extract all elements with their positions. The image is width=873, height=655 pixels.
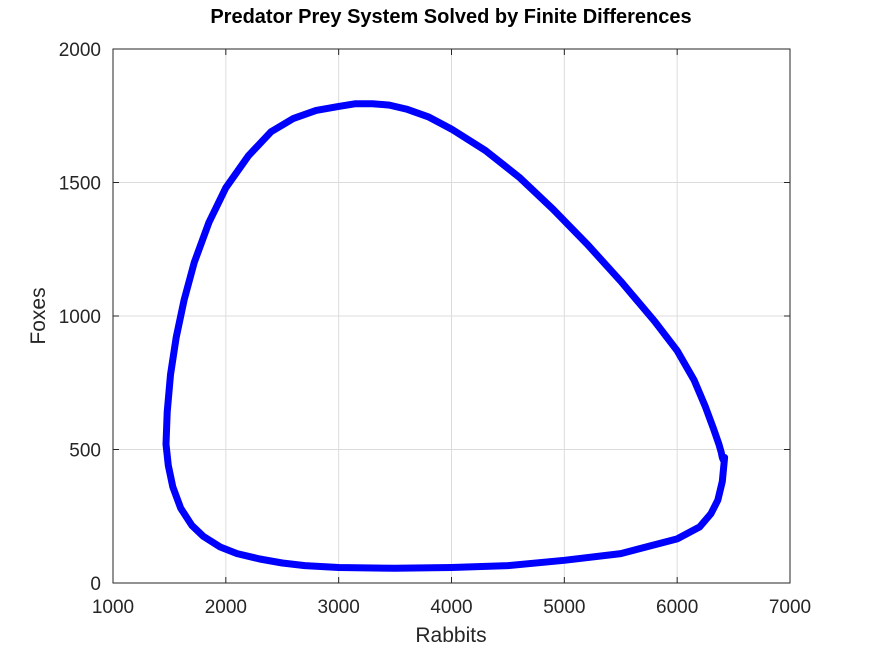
y-tick-label: 2000 xyxy=(59,40,101,61)
trajectory-line xyxy=(162,100,729,572)
y-tick-label: 500 xyxy=(69,441,101,462)
y-axis-label: Foxes xyxy=(27,287,50,344)
y-tick-label: 1000 xyxy=(59,307,101,328)
y-tick-label: 0 xyxy=(90,574,101,595)
x-tick-label: 3000 xyxy=(318,597,360,618)
x-tick-label: 5000 xyxy=(543,597,585,618)
x-tick-label: 6000 xyxy=(656,597,698,618)
x-tick-label: 2000 xyxy=(205,597,247,618)
x-tick-label: 1000 xyxy=(92,597,134,618)
y-tick-label: 1500 xyxy=(59,174,101,195)
chart-title: Predator Prey System Solved by Finite Di… xyxy=(210,6,691,28)
x-tick-label: 7000 xyxy=(769,597,811,618)
x-axis-label: Rabbits xyxy=(415,624,486,647)
axis-ticks xyxy=(112,48,791,584)
tick-labels: 1000 2000 3000 4000 5000 6000 7000 0 500 1000 1500… xyxy=(59,40,811,618)
x-tick-label: 4000 xyxy=(430,597,472,618)
